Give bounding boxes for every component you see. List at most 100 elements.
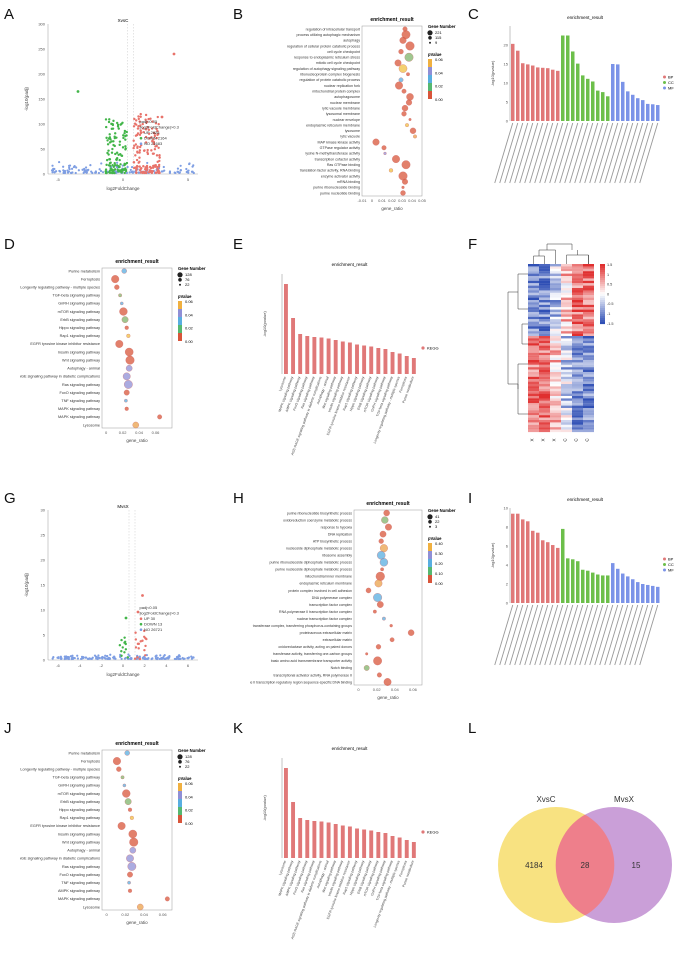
category-label: Hippo signaling pathway bbox=[59, 808, 100, 812]
volcano-point-up bbox=[156, 115, 159, 119]
volcano-point-notsig bbox=[128, 171, 131, 174]
volcano-point-up bbox=[136, 127, 140, 130]
volcano-point-notsig bbox=[107, 656, 111, 660]
heatmap-column-label: X bbox=[541, 438, 546, 441]
dot-point bbox=[125, 365, 133, 372]
volcano-point-notsig bbox=[68, 164, 72, 167]
heatmap-cell bbox=[550, 309, 561, 313]
category-label: mRNA binding bbox=[337, 180, 360, 184]
volcano-point-notsig bbox=[161, 657, 164, 660]
bar bbox=[383, 833, 388, 858]
heatmap-cell bbox=[561, 384, 572, 387]
y-tick-label: 0 bbox=[506, 600, 509, 605]
heatmap-cell bbox=[583, 429, 594, 433]
x-tick-label bbox=[634, 122, 654, 184]
volcano-point-notsig bbox=[66, 655, 69, 659]
heatmap-cell bbox=[561, 355, 572, 358]
x-tick-label: 0.01 bbox=[378, 198, 387, 203]
y-tick-label: 6 bbox=[506, 543, 509, 548]
volcano-point-notsig bbox=[67, 657, 71, 661]
volcano-point-up bbox=[149, 117, 152, 120]
category-label: mitochondrial protein complex bbox=[312, 90, 360, 94]
heatmap-legend-swatch bbox=[600, 268, 605, 271]
volcano-point-up bbox=[142, 130, 145, 134]
heatmap-cell bbox=[561, 350, 572, 353]
volcano-point-up bbox=[152, 140, 156, 144]
volcano-point-up bbox=[134, 123, 138, 126]
category-label: proteinaceous extracellular matrix bbox=[300, 631, 353, 635]
color-legend-swatch bbox=[428, 551, 432, 559]
volcano-point-notsig bbox=[161, 170, 164, 173]
dot-point bbox=[389, 637, 395, 643]
heatmap-cell bbox=[528, 376, 539, 380]
volcano-point-notsig bbox=[74, 171, 77, 175]
dot-point bbox=[164, 896, 170, 902]
category-label: translation factor activity, RNA binding bbox=[300, 169, 360, 173]
heatmap-column-label: X bbox=[530, 438, 535, 441]
y-tick-label: 150 bbox=[38, 97, 45, 102]
dot-point bbox=[401, 105, 409, 112]
volcano-point-down bbox=[117, 127, 120, 130]
heatmap-cell bbox=[572, 278, 583, 281]
venn-overlap-region bbox=[555, 814, 615, 916]
x-axis-label: gene_ratio bbox=[377, 695, 399, 700]
heatmap-legend-swatch bbox=[600, 264, 605, 267]
heatmap-cell bbox=[561, 417, 572, 421]
heatmap-cell bbox=[550, 412, 561, 416]
size-legend-marker bbox=[427, 30, 433, 36]
volcano-point-notsig bbox=[131, 171, 135, 174]
heatmap-cell bbox=[572, 295, 583, 298]
heatmap-cell bbox=[572, 415, 583, 418]
venn-left-count: 4184 bbox=[525, 861, 543, 870]
y-tick-label: 0 bbox=[43, 658, 46, 663]
heatmap-cell bbox=[561, 422, 572, 425]
panel-label-c: C bbox=[468, 6, 479, 23]
heatmap-cell bbox=[550, 420, 561, 423]
heatmap-cell bbox=[561, 312, 572, 315]
heatmap-cell bbox=[539, 276, 550, 279]
volcano-point-notsig bbox=[75, 166, 78, 169]
volcano-point-down bbox=[106, 143, 110, 146]
category-label: TNF signaling pathway bbox=[61, 399, 100, 403]
legend-entry: DOWN 13 bbox=[144, 622, 163, 627]
y-tick-label: 5 bbox=[43, 633, 46, 638]
color-legend-label: 0.02 bbox=[185, 326, 194, 331]
heatmap-cell bbox=[550, 350, 561, 353]
heatmap-cell bbox=[528, 302, 539, 305]
dot-point bbox=[401, 160, 411, 170]
heatmap-cell bbox=[539, 316, 550, 320]
venn-overlap-count: 28 bbox=[581, 861, 590, 870]
chart-title: enrichment_result bbox=[332, 262, 369, 267]
bar bbox=[355, 828, 359, 858]
category-label: transcription factor complex bbox=[309, 603, 352, 607]
volcano-point-up bbox=[132, 146, 135, 150]
heatmap-cell bbox=[561, 369, 572, 373]
x-tick-label bbox=[609, 122, 629, 184]
bar bbox=[516, 50, 520, 122]
volcano-point-down bbox=[121, 646, 124, 649]
heatmap-cell bbox=[550, 328, 561, 332]
dot-point bbox=[413, 134, 417, 139]
volcano-point-notsig bbox=[85, 171, 88, 174]
volcano-point-down bbox=[107, 120, 111, 124]
panel-label-e: E bbox=[233, 236, 244, 253]
x-tick-label: 0 bbox=[106, 912, 109, 917]
dot-point bbox=[388, 168, 394, 173]
bar bbox=[561, 528, 565, 603]
x-tick-label bbox=[504, 122, 524, 184]
heatmap-cell bbox=[583, 415, 594, 418]
category-label: MAPK signaling pathway bbox=[58, 407, 100, 411]
bar bbox=[616, 64, 620, 121]
dot-point bbox=[125, 355, 135, 365]
heatmap-cell bbox=[528, 319, 539, 322]
x-tick-label: Ferroptosis bbox=[398, 860, 408, 878]
size-legend-label: 3 bbox=[435, 524, 438, 529]
heatmap-cell bbox=[550, 264, 561, 267]
legend-swatch bbox=[663, 557, 666, 561]
x-tick-label: 0.02 bbox=[119, 430, 128, 435]
color-legend-label: 0.00 bbox=[435, 581, 444, 586]
x-tick-label: -4 bbox=[78, 663, 82, 668]
bar bbox=[347, 342, 352, 374]
bar bbox=[284, 284, 288, 374]
heatmap-cell bbox=[539, 379, 550, 382]
